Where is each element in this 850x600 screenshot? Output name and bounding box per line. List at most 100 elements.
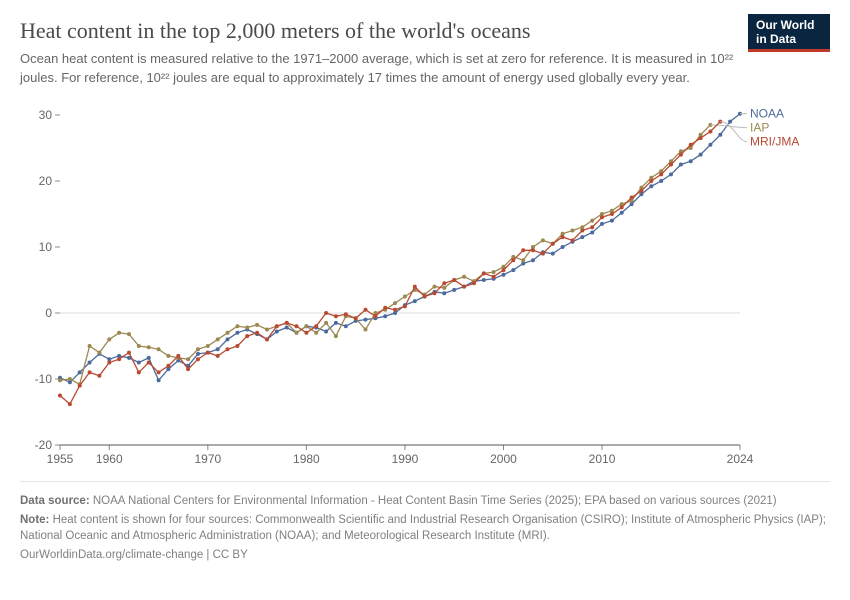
y-tick-label: 30 bbox=[39, 108, 53, 122]
data-point bbox=[649, 179, 653, 183]
data-source-line: Data source: NOAA National Centers for E… bbox=[20, 494, 830, 510]
series-label-mri-jma: MRI/JMA bbox=[750, 134, 799, 148]
data-point bbox=[186, 367, 190, 371]
data-point bbox=[295, 324, 299, 328]
series-line-mri-jma bbox=[60, 121, 720, 404]
data-point bbox=[304, 324, 308, 328]
logo-line-1: Our World bbox=[756, 18, 814, 32]
data-point bbox=[492, 270, 496, 274]
data-point bbox=[137, 360, 141, 364]
data-point bbox=[600, 215, 604, 219]
data-point bbox=[393, 301, 397, 305]
data-point bbox=[502, 272, 506, 276]
x-tick-label: 2000 bbox=[490, 452, 517, 466]
data-point bbox=[373, 314, 377, 318]
data-point bbox=[561, 235, 565, 239]
data-point bbox=[423, 294, 427, 298]
data-point bbox=[88, 360, 92, 364]
data-point bbox=[147, 356, 151, 360]
logo-line-2: in Data bbox=[756, 32, 796, 46]
x-tick-label: 1980 bbox=[293, 452, 320, 466]
attribution-line: OurWorldinData.org/climate-change | CC B… bbox=[20, 548, 830, 564]
data-point bbox=[157, 370, 161, 374]
data-point bbox=[442, 291, 446, 295]
data-point bbox=[176, 354, 180, 358]
chart-title: Heat content in the top 2,000 meters of … bbox=[20, 18, 830, 44]
data-point bbox=[97, 350, 101, 354]
data-point bbox=[137, 370, 141, 374]
data-point bbox=[452, 278, 456, 282]
data-point bbox=[68, 377, 72, 381]
data-point bbox=[590, 218, 594, 222]
x-tick-label: 1970 bbox=[194, 452, 221, 466]
data-point bbox=[324, 311, 328, 315]
data-point bbox=[708, 129, 712, 133]
data-point bbox=[413, 284, 417, 288]
x-tick-label: 2024 bbox=[727, 452, 754, 466]
data-point bbox=[285, 325, 289, 329]
data-point bbox=[275, 324, 279, 328]
data-point bbox=[166, 364, 170, 368]
data-point bbox=[620, 210, 624, 214]
data-point bbox=[334, 321, 338, 325]
data-point bbox=[580, 235, 584, 239]
owid-logo: Our World in Data bbox=[748, 14, 830, 52]
data-point bbox=[206, 350, 210, 354]
series-line-noaa bbox=[60, 113, 740, 382]
data-point bbox=[699, 136, 703, 140]
data-point bbox=[58, 378, 62, 382]
data-point bbox=[354, 316, 358, 320]
data-point bbox=[265, 327, 269, 331]
data-point bbox=[551, 241, 555, 245]
data-point bbox=[482, 278, 486, 282]
x-tick-label: 1955 bbox=[47, 452, 74, 466]
data-point bbox=[295, 331, 299, 335]
data-point bbox=[462, 284, 466, 288]
data-point bbox=[590, 230, 594, 234]
data-point bbox=[235, 344, 239, 348]
x-tick-label: 1960 bbox=[96, 452, 123, 466]
data-point bbox=[689, 159, 693, 163]
chart-footer: Data source: NOAA National Centers for E… bbox=[20, 481, 830, 564]
data-point bbox=[669, 162, 673, 166]
data-point bbox=[226, 347, 230, 351]
y-tick-label: 20 bbox=[39, 174, 53, 188]
data-point bbox=[216, 347, 220, 351]
data-point bbox=[610, 218, 614, 222]
data-point bbox=[97, 373, 101, 377]
data-point bbox=[393, 307, 397, 311]
source-label: Data source: bbox=[20, 495, 90, 507]
data-point bbox=[502, 268, 506, 272]
data-point bbox=[403, 304, 407, 308]
data-point bbox=[78, 383, 82, 387]
data-point bbox=[324, 321, 328, 325]
data-point bbox=[699, 152, 703, 156]
label-connector bbox=[720, 121, 747, 141]
data-point bbox=[383, 305, 387, 309]
note-label: Note: bbox=[20, 514, 49, 526]
line-chart-svg: -20-100102030195519601970198019902000201… bbox=[20, 105, 830, 475]
data-point bbox=[58, 393, 62, 397]
data-point bbox=[157, 347, 161, 351]
data-point bbox=[531, 258, 535, 262]
data-point bbox=[107, 337, 111, 341]
x-tick-label: 1990 bbox=[392, 452, 419, 466]
data-point bbox=[679, 162, 683, 166]
data-point bbox=[689, 142, 693, 146]
data-point bbox=[413, 299, 417, 303]
data-point bbox=[511, 268, 515, 272]
data-point bbox=[226, 331, 230, 335]
data-point bbox=[186, 357, 190, 361]
series-label-iap: IAP bbox=[750, 120, 769, 134]
data-point bbox=[571, 228, 575, 232]
data-point bbox=[620, 205, 624, 209]
data-point bbox=[196, 352, 200, 356]
note-line: Note: Heat content is shown for four sou… bbox=[20, 513, 830, 544]
data-point bbox=[718, 133, 722, 137]
data-point bbox=[364, 307, 368, 311]
data-point bbox=[433, 291, 437, 295]
data-point bbox=[344, 312, 348, 316]
data-point bbox=[383, 314, 387, 318]
data-point bbox=[107, 360, 111, 364]
data-point bbox=[255, 323, 259, 327]
